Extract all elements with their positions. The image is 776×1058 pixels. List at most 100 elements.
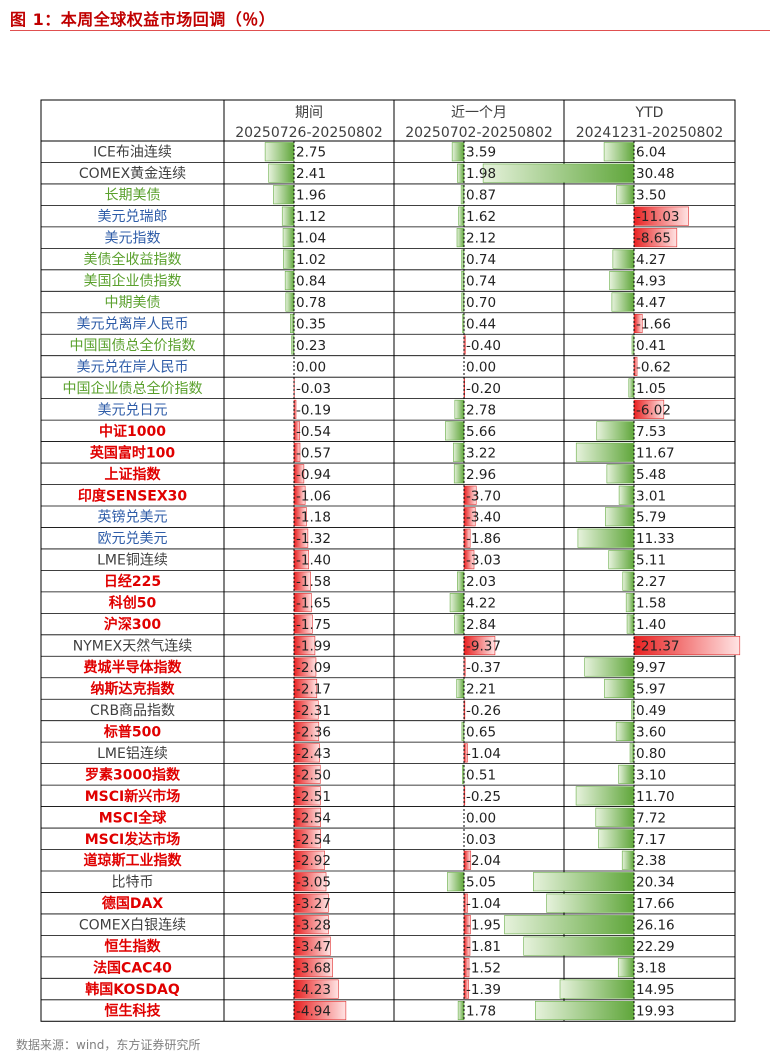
value-label: 0.78 (296, 295, 326, 311)
row-label: 美元兑日元 (98, 402, 168, 418)
value-label: 1.96 (296, 188, 326, 204)
row-label: 中证1000 (99, 423, 166, 440)
value-label: 2.27 (636, 574, 666, 590)
column-header-label: 近一个月 (451, 105, 507, 121)
value-label: 1.40 (636, 617, 666, 633)
data-bar (457, 163, 465, 183)
value-label: -0.37 (466, 660, 501, 676)
data-bar (608, 550, 635, 570)
value-label: -0.26 (466, 703, 501, 719)
data-bar (559, 979, 635, 999)
row-label: 印度SENSEX30 (78, 487, 188, 504)
value-label: -2.43 (296, 746, 331, 762)
value-label: 1.58 (636, 596, 666, 612)
data-bar (461, 249, 465, 269)
column-header-range: 20250726-20250802 (235, 125, 383, 141)
value-label: -0.57 (296, 445, 331, 461)
value-label: -2.92 (296, 853, 331, 869)
value-label: -1.95 (466, 918, 501, 934)
row-label: 道琼斯工业指数 (84, 852, 183, 869)
value-label: -1.04 (466, 896, 501, 912)
value-label: -4.23 (296, 982, 331, 998)
value-label: -2.50 (296, 767, 331, 783)
zero-axes (293, 141, 635, 1022)
value-label: 0.00 (466, 810, 496, 826)
data-bar (290, 313, 295, 334)
value-label: -1.06 (296, 488, 331, 504)
data-bar (293, 550, 309, 570)
value-label: -1.66 (636, 316, 671, 332)
value-label: 26.16 (636, 918, 675, 934)
data-bar (451, 142, 465, 162)
data-bar (293, 721, 320, 741)
data-bar (268, 163, 295, 183)
value-label: 3.50 (636, 188, 666, 204)
value-label: 0.74 (466, 274, 496, 290)
data-bar (523, 936, 635, 956)
row-label: COMEX白银连续 (79, 917, 186, 934)
source-note: 数据来源：wind，东方证券研究所 (16, 1038, 201, 1052)
row-label: 美元指数 (105, 231, 161, 247)
value-label: 0.74 (466, 252, 496, 268)
value-label: 2.38 (636, 853, 666, 869)
row-label: 纳斯达克指数 (91, 680, 176, 697)
value-label: 1.78 (466, 1004, 496, 1020)
value-label: 22.29 (636, 939, 675, 955)
data-bar (482, 163, 635, 183)
data-bar (453, 442, 465, 462)
data-bar (264, 142, 295, 162)
column-header-range: 20250702-20250802 (405, 125, 553, 141)
table-text: 期间 20250726-20250802 近一个月 20250702-20250802… (63, 105, 724, 1020)
value-label: 11.67 (636, 445, 675, 461)
data-bar (293, 442, 301, 462)
data-bar (629, 743, 635, 763)
data-bar (504, 915, 635, 935)
chart-title: 图 1：本周全球权益市场回调（％） (10, 10, 276, 29)
value-label: 2.84 (466, 617, 496, 633)
value-label: 11.33 (636, 531, 675, 547)
data-bar (293, 743, 320, 763)
data-bar (463, 893, 468, 913)
data-bar (463, 485, 477, 505)
data-bar (449, 593, 465, 613)
value-label: -2.31 (296, 703, 331, 719)
value-label: 4.22 (466, 596, 496, 612)
column-header-range: 20241231-20250802 (576, 125, 724, 141)
row-label: MSCI新兴市场 (85, 788, 181, 805)
value-label: -11.03 (636, 209, 680, 225)
value-label: 5.11 (636, 553, 666, 569)
row-label: 恒生科技 (105, 1003, 162, 1020)
row-label: COMEX黄金连续 (79, 165, 186, 182)
value-label: -1.39 (466, 982, 501, 998)
value-label: -3.68 (296, 961, 331, 977)
data-bar (457, 571, 465, 591)
value-label: 20.34 (636, 875, 675, 891)
data-bar (458, 206, 465, 226)
data-bar (293, 850, 325, 870)
row-label: 美债全收益指数 (84, 251, 182, 268)
value-label: -2.17 (296, 681, 331, 697)
value-label: -3.47 (296, 939, 331, 955)
row-label: 中国国债总全价指数 (70, 337, 196, 354)
value-label: 9.97 (636, 660, 666, 676)
row-label: 中国企业债总全价指数 (63, 380, 203, 397)
row-label: 美元兑在岸人民币 (77, 359, 189, 375)
value-label: -3.40 (466, 510, 501, 526)
value-label: -1.81 (466, 939, 501, 955)
row-label: 沪深300 (104, 616, 161, 633)
value-label: 2.96 (466, 467, 496, 483)
value-label: -1.32 (296, 531, 331, 547)
value-label: 1.62 (466, 209, 496, 225)
row-label: 上证指数 (105, 466, 162, 483)
value-label: 0.84 (296, 274, 326, 290)
data-bar (293, 657, 317, 677)
data-bar (293, 915, 329, 935)
data-bar (463, 657, 466, 677)
value-label: 19.93 (636, 1004, 675, 1020)
value-label: -1.40 (296, 553, 331, 569)
value-label: 3.60 (636, 724, 666, 740)
value-label: -2.09 (296, 660, 331, 676)
data-bar (456, 678, 465, 699)
value-label: 0.80 (636, 746, 666, 762)
value-label: 0.51 (466, 767, 496, 783)
